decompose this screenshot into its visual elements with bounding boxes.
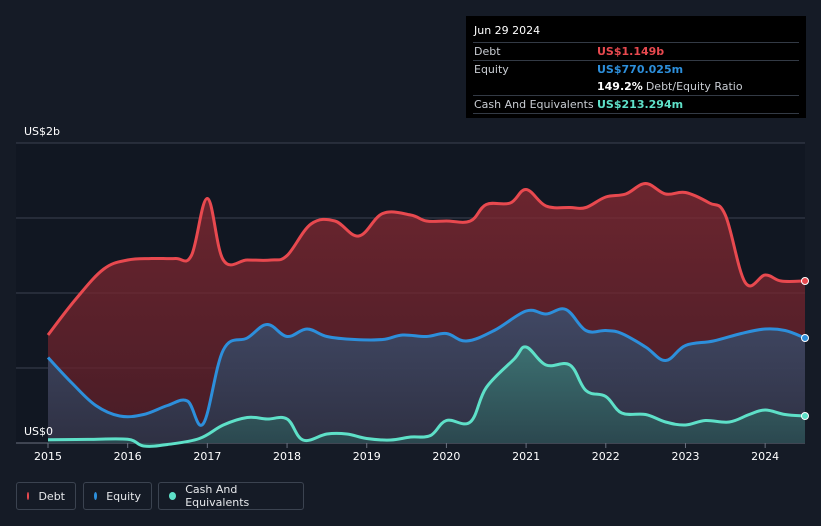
- tooltip-debt-label: Debt: [474, 45, 501, 58]
- tooltip-cash-label: Cash And Equivalents: [474, 98, 594, 111]
- tooltip-panel: Jun 29 2024 Debt US$1.149b Equity US$770…: [466, 16, 806, 118]
- legend-item-cash[interactable]: Cash And Equivalents: [158, 482, 304, 510]
- legend-item-equity[interactable]: Equity: [83, 482, 152, 510]
- tooltip-cash-row: Cash And Equivalents US$213.294m: [473, 95, 799, 113]
- equity-line: [46, 307, 806, 427]
- x-tick-label: 2020: [432, 450, 460, 463]
- cash-endpoint-marker: [801, 412, 809, 420]
- tooltip-ratio-row: 149.2% Debt/Equity Ratio: [473, 78, 799, 95]
- tooltip-debt-row: Debt US$1.149b: [473, 42, 799, 60]
- legend-item-debt[interactable]: Debt: [16, 482, 76, 510]
- series-lines: [46, 182, 806, 448]
- cash-line: [47, 345, 806, 448]
- y-axis-bottom-label: US$0: [24, 425, 53, 438]
- x-tick-label: 2023: [671, 450, 699, 463]
- x-tick-label: 2022: [592, 450, 620, 463]
- debt-dot-icon: [27, 492, 30, 500]
- tooltip-debt-value: US$1.149b: [597, 45, 665, 58]
- x-tick-label: 2024: [751, 450, 779, 463]
- debt-line: [46, 182, 806, 336]
- x-tick-label: 2018: [273, 450, 301, 463]
- series-endpoints: [801, 277, 809, 420]
- debt-endpoint-marker: [801, 277, 809, 285]
- x-tick-label: 2019: [353, 450, 381, 463]
- cash-area: [48, 346, 805, 447]
- cash-dot-icon: [169, 492, 177, 500]
- equity-dot-icon: [94, 492, 98, 500]
- x-tick-label: 2021: [512, 450, 540, 463]
- legend-debt-label: Debt: [38, 489, 65, 503]
- tooltip-ratio-label: Debt/Equity Ratio: [645, 80, 743, 93]
- x-tick-label: 2017: [193, 450, 221, 463]
- x-tick-label: 2016: [114, 450, 142, 463]
- x-axis-ticks: 2015 2016 2017 2018 2019 2020 2021 2022 2023 2024: [34, 443, 779, 463]
- y-axis-top-label: US$2b: [24, 125, 60, 138]
- tooltip-ratio-value: 149.2%: [597, 80, 643, 93]
- legend-cash-label: Cash And Equivalents: [185, 483, 250, 509]
- tooltip-equity-label: Equity: [474, 63, 509, 76]
- legend-equity-label: Equity: [106, 489, 141, 503]
- tooltip-equity-row: Equity US$770.025m: [473, 60, 799, 78]
- tooltip-date: Jun 29 2024: [474, 24, 541, 37]
- equity-endpoint-marker: [801, 334, 809, 342]
- tooltip-cash-value: US$213.294m: [597, 98, 684, 111]
- x-tick-label: 2015: [34, 450, 62, 463]
- tooltip-equity-value: US$770.025m: [597, 63, 684, 76]
